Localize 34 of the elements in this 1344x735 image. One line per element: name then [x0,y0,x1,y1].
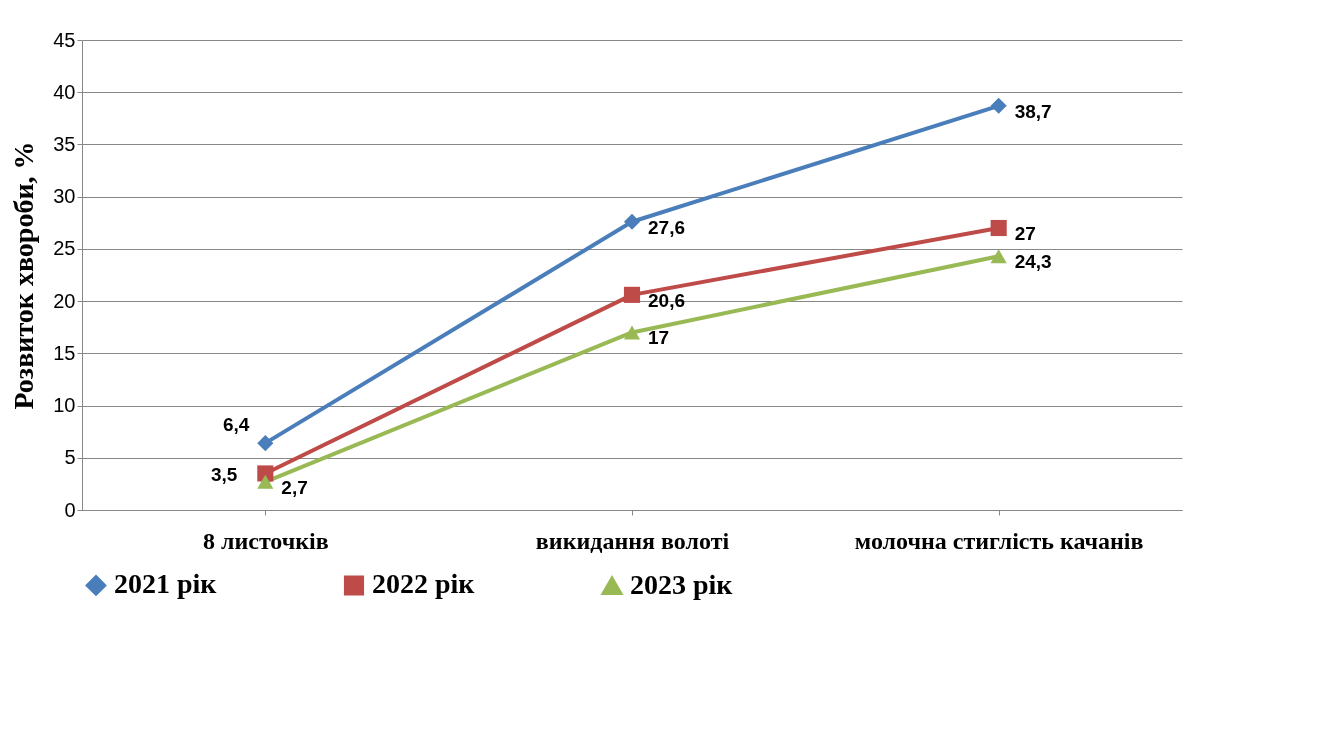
data-label: 2,7 [281,476,308,498]
point [623,325,641,340]
data-label: 24,3 [1014,251,1052,273]
point [623,286,641,303]
data-label: 27,6 [648,216,685,238]
y-tick-label: 0 [64,498,76,521]
x-tick-label: викидання волоті [535,527,730,554]
legend-label: 2023 рік [630,569,734,601]
legend-label: 2022 рік [372,568,476,600]
data-label: 6,4 [222,414,250,436]
x-tick-label: молочна стиглість качанів [854,527,1144,554]
point [990,249,1007,264]
y-tick-label: 10 [53,394,76,417]
data-label: 38,7 [1014,100,1052,122]
y-axis-title: Розвиток хвороби, % [8,141,40,410]
point [990,219,1007,237]
legend-label: 2021 рік [114,568,218,600]
y-tick-label: 25 [53,237,76,260]
point [257,474,274,489]
data-label: 27 [1014,223,1036,244]
y-tick-label: 45 [53,28,76,51]
y-tick-label: 20 [53,289,76,312]
y-tick-label: 35 [53,132,76,155]
point [990,97,1007,114]
y-tick-label: 15 [53,341,76,364]
point [257,435,274,452]
y-tick-label: 5 [64,446,76,469]
data-label: 17 [648,327,670,349]
data-label: 3,5 [210,464,238,486]
point [623,213,641,230]
y-tick-label: 40 [53,80,76,103]
x-tick-label: 8 листочків [202,527,329,554]
data-label: 20,6 [648,289,685,311]
y-tick-label: 30 [53,185,76,208]
